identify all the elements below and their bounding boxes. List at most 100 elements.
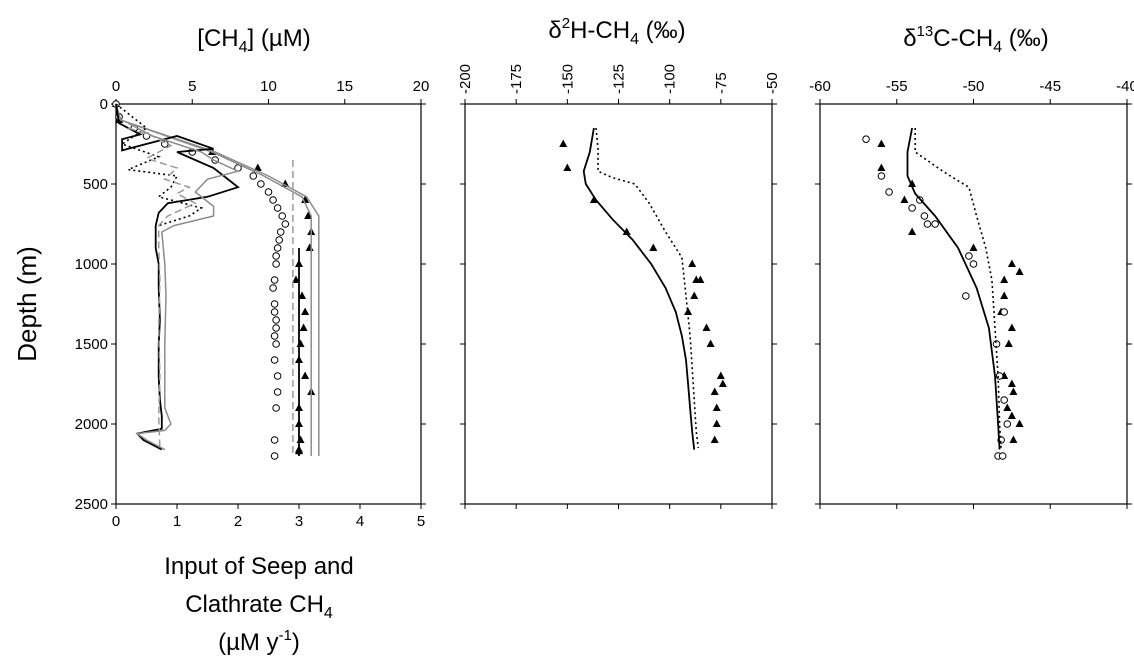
triangle-point [684,307,693,315]
top-tick-label: 5 [188,78,196,95]
circle-point [923,220,932,228]
profile-line [115,103,320,456]
circle-point [249,172,258,180]
top-tick-label: -50 [764,72,781,94]
panel1-top-axis: 0 5 10 15 20 [112,78,430,104]
triangle-point [298,291,307,299]
profile-line [115,103,312,456]
triangle-point [1004,339,1013,347]
triangle-point [649,243,658,251]
top-tick-label: -75 [713,72,730,94]
circle-point [1000,308,1009,316]
panel1-bottom-axis: 0 1 2 3 4 5 [112,504,425,530]
triangle-point [1007,259,1016,267]
triangle-point [301,307,310,315]
circle-point [276,228,285,236]
bottom-label-line2: Clathrate CH4 [185,591,333,622]
panel2-depth-axis [460,103,777,505]
circle-point [969,260,978,268]
circle-point [264,188,273,196]
triangle-point [710,387,719,395]
circle-point [270,332,279,340]
circle-point [272,340,280,348]
circle-point [920,212,929,220]
panel-d2h: δ2H-CH4 (‰) -200 -175 -150 -125 -100 -75 -50 [457,15,781,509]
profile-line [127,122,241,451]
circle-point [269,284,277,292]
top-tick-label: 20 [413,78,430,95]
circle-point [862,135,870,143]
circle-point [270,276,279,284]
top-tick-label: -100 [662,64,679,94]
triangle-point [712,403,721,411]
triangle-point [908,227,917,235]
panel-ch4-concentration: [CH4] (µM) 0 5 10 15 20 0 1 2 3 4 5 0 500 1000 1500 2… [75,25,430,530]
triangle-point [1007,323,1016,331]
panel3-depth-axis [815,103,1132,505]
triangle-point [1015,419,1024,427]
circle-point [273,204,282,212]
triangle-point [1007,411,1016,419]
circle-point [281,220,290,228]
triangle-point [718,379,727,387]
circle-point [257,180,265,188]
bottom-tick-label: 0 [112,513,120,530]
panel2-frame [464,103,773,505]
circle-point [270,300,279,308]
circle-point [995,372,1004,380]
panel3-frame [819,103,1128,505]
panel3-series [862,127,1024,460]
top-tick-label: 10 [260,78,277,95]
top-tick-label: 0 [112,78,120,95]
profile-line [906,127,1001,450]
circle-point [273,372,282,380]
top-tick-label: -60 [809,78,831,95]
triangle-point [1009,435,1018,443]
depth-tick-label: 0 [100,96,108,113]
triangle-point [622,227,631,235]
triangle-point [304,211,313,219]
panel-d13c: δ13C-CH4 (‰) -60 -55 -50 -45 -40 [809,23,1134,509]
circle-point [278,212,287,220]
triangle-point [706,339,715,347]
panel1-depth-axis: 0 500 1000 1500 2000 2500 [75,96,426,513]
top-tick-label: -55 [886,78,908,95]
triangle-point [688,259,697,267]
circle-point [272,404,280,412]
top-tick-label: -175 [508,64,525,94]
top-tick-label: -50 [963,78,985,95]
circle-point [908,204,916,212]
panel1-series [112,99,320,460]
depth-tick-label: 1000 [75,256,108,273]
top-tick-label: -150 [559,64,576,94]
circle-point [270,356,279,364]
circle-point [272,316,280,324]
top-tick-label: -200 [457,64,474,94]
circle-point [273,244,282,252]
depth-tick-label: 500 [83,176,108,193]
circle-point [962,292,970,300]
bottom-label-line1: Input of Seep and [164,553,354,580]
profile-line [582,127,696,450]
circle-point [877,172,886,180]
triangle-point [690,291,699,299]
triangle-point [716,371,725,379]
panel3-title: δ13C-CH4 (‰) [903,23,1049,56]
triangle-point [712,419,721,427]
circle-point [1000,396,1009,404]
triangle-point [563,163,572,171]
circle-point [272,252,280,260]
triangle-point [702,323,711,331]
top-tick-label: 15 [336,78,353,95]
profile-line [595,127,700,449]
bottom-tick-label: 4 [356,513,364,530]
profile-line [914,128,1002,449]
top-tick-label: -40 [1116,78,1134,95]
circle-point [273,388,282,396]
bottom-label-line3: (µM y-1) [218,627,300,656]
profile-line [127,127,197,449]
circle-point [1003,420,1012,428]
circle-point [885,188,893,196]
panel1-frame [115,103,422,505]
bottom-axis-label: Input of Seep and Clathrate CH4 (µM y-1) [164,553,354,656]
